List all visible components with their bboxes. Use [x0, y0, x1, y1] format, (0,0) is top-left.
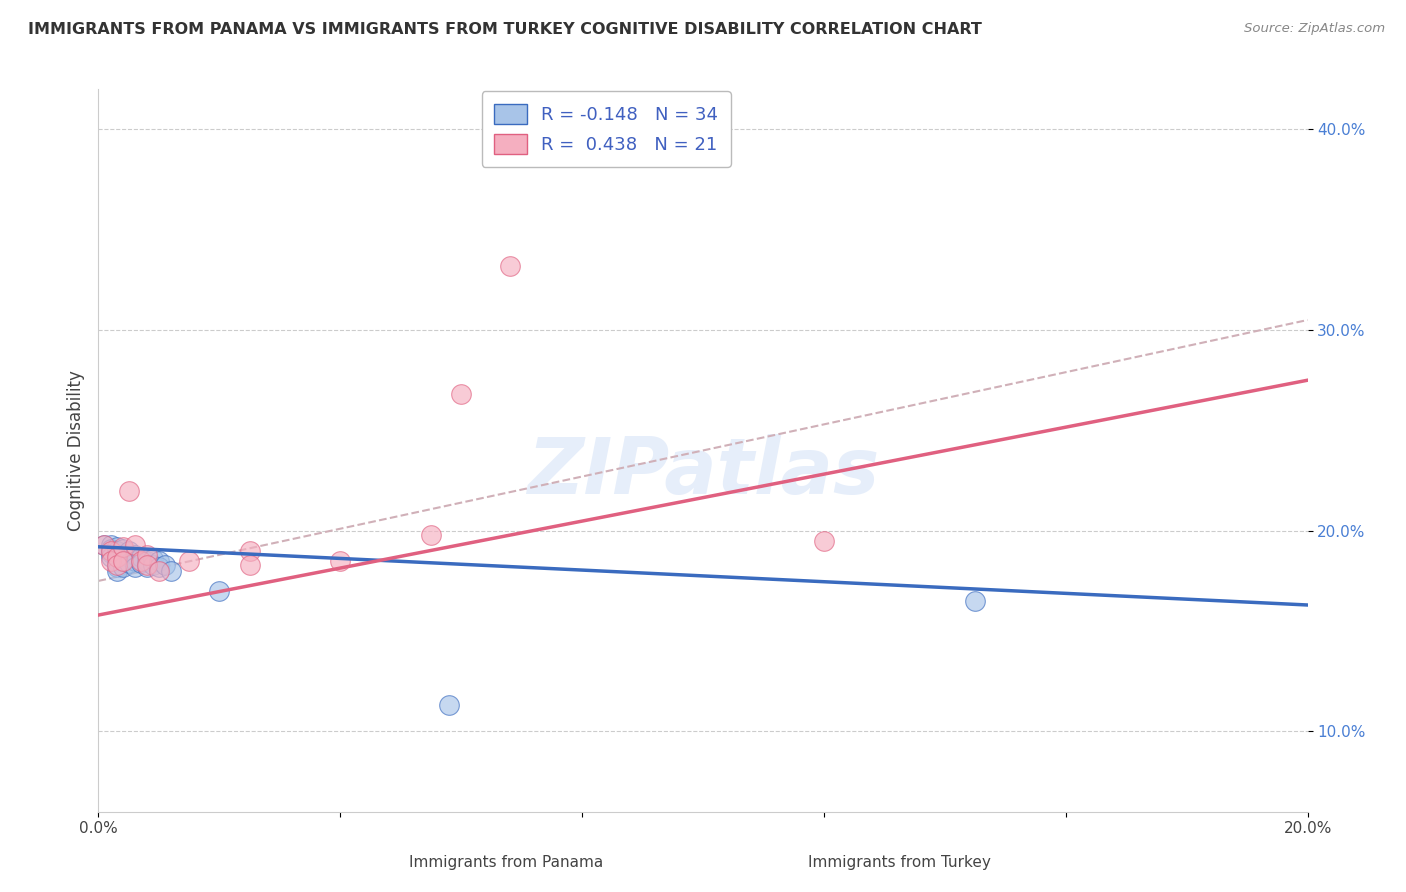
Point [142, 551, 165, 566]
Point [813, 533, 835, 548]
Point [135, 558, 157, 572]
Point [100, 541, 122, 556]
Text: IMMIGRANTS FROM PANAMA VS IMMIGRANTS FROM TURKEY COGNITIVE DISABILITY CORRELATIO: IMMIGRANTS FROM PANAMA VS IMMIGRANTS FRO… [28, 22, 981, 37]
Point [105, 554, 128, 568]
Point [118, 543, 141, 558]
Point [105, 540, 128, 554]
Point [111, 540, 134, 554]
Point [105, 558, 128, 572]
Point [498, 259, 520, 273]
Point [105, 543, 128, 558]
Point [124, 548, 146, 562]
Text: Immigrants from Panama: Immigrants from Panama [409, 855, 603, 870]
Point [239, 543, 262, 558]
Point [100, 538, 122, 552]
Point [111, 554, 134, 568]
Point [129, 554, 152, 568]
Point [135, 548, 157, 562]
Point [118, 549, 141, 564]
Point [420, 527, 443, 541]
Point [179, 554, 201, 568]
Point [208, 583, 231, 598]
Point [437, 698, 460, 713]
Legend: R = -0.148   N = 34, R =  0.438   N = 21: R = -0.148 N = 34, R = 0.438 N = 21 [482, 91, 731, 167]
Point [93, 538, 115, 552]
Point [111, 554, 134, 568]
Y-axis label: Cognitive Disability: Cognitive Disability [66, 370, 84, 531]
Point [148, 564, 170, 578]
Point [100, 546, 122, 560]
Point [105, 564, 128, 578]
Point [142, 558, 165, 572]
Point [93, 538, 115, 552]
Point [105, 549, 128, 564]
Point [118, 556, 141, 570]
Point [111, 541, 134, 556]
Text: Source: ZipAtlas.com: Source: ZipAtlas.com [1244, 22, 1385, 36]
Point [148, 560, 170, 574]
Text: ZIPatlas: ZIPatlas [527, 434, 879, 510]
Point [153, 558, 176, 572]
Text: Immigrants from Turkey: Immigrants from Turkey [808, 855, 991, 870]
Point [129, 556, 152, 570]
Point [965, 594, 987, 608]
Point [100, 543, 122, 558]
Point [135, 560, 157, 574]
Point [124, 554, 146, 568]
Point [450, 387, 472, 401]
Point [160, 564, 183, 578]
Point [148, 554, 170, 568]
Point [129, 549, 152, 564]
Point [124, 560, 146, 574]
Point [111, 548, 134, 562]
Point [100, 554, 122, 568]
Point [105, 560, 128, 574]
Point [111, 560, 134, 574]
Point [100, 549, 122, 564]
Point [239, 558, 262, 572]
Point [118, 483, 141, 498]
Point [329, 554, 352, 568]
Point [105, 548, 128, 562]
Point [135, 554, 157, 568]
Point [124, 538, 146, 552]
